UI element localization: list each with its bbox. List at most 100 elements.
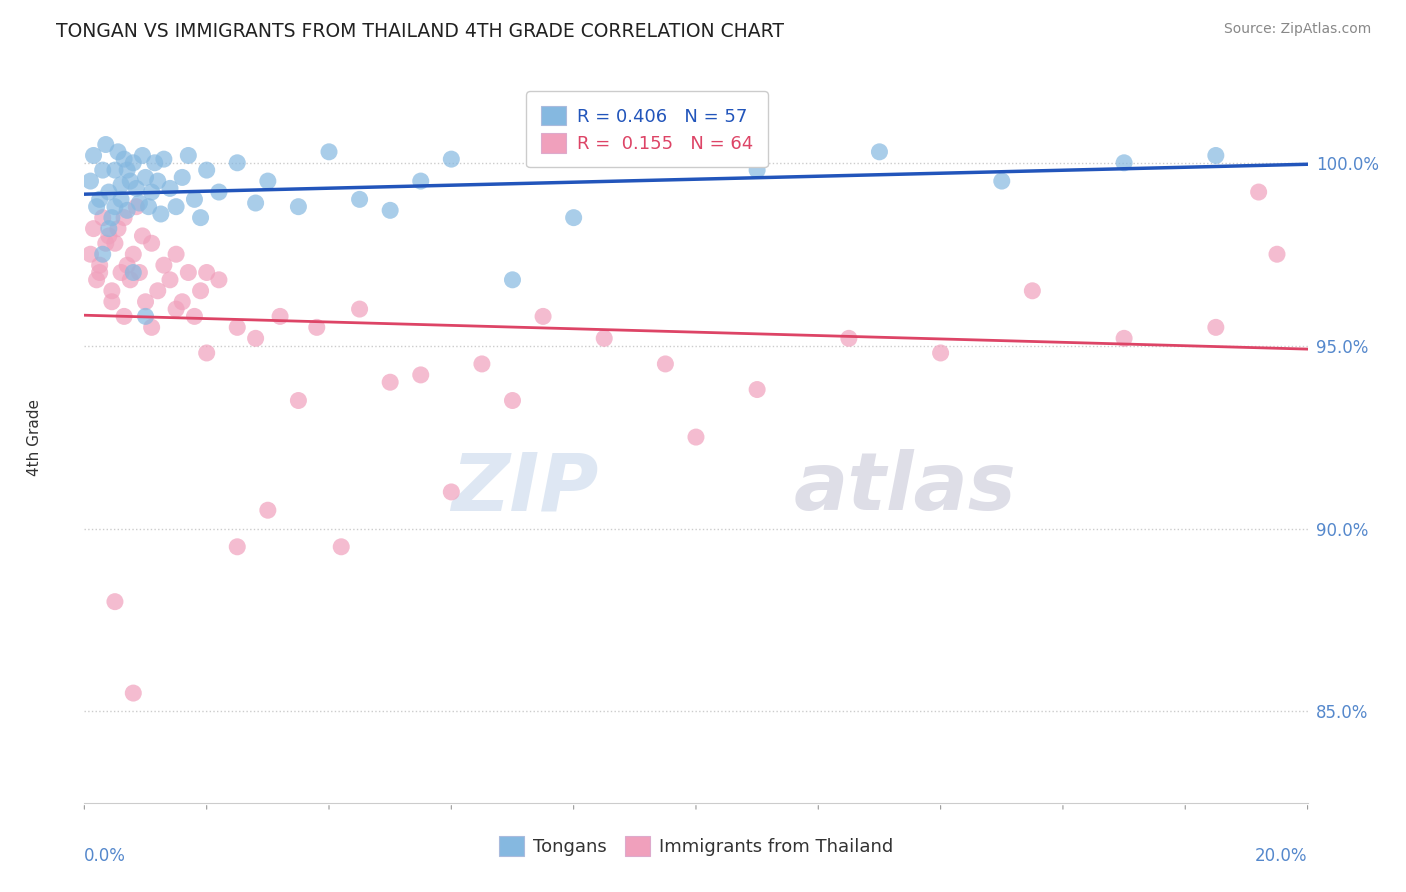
Point (146, 284, 169, 298)
Point (104, 594, 127, 608)
Point (115, 163, 138, 178)
Legend: Tongans, Immigrants from Thailand: Tongans, Immigrants from Thailand (492, 829, 900, 863)
Point (226, 540, 249, 554)
Point (122, 247, 145, 261)
Point (287, 393, 309, 408)
Point (89, 193, 111, 207)
Point (1265, 247, 1288, 261)
Point (104, 200, 127, 214)
Point (380, 376, 402, 390)
Point (159, 273, 181, 287)
Point (79, 247, 101, 261)
Point (131, 148, 153, 162)
Point (409, 368, 432, 382)
Text: 0.0%: 0.0% (84, 847, 127, 864)
Point (172, 170, 194, 185)
Point (97, 228, 120, 243)
Point (349, 193, 371, 207)
Point (131, 228, 153, 243)
Point (195, 346, 218, 360)
Point (94, 236, 117, 251)
Point (141, 236, 163, 251)
Point (101, 284, 124, 298)
Point (86, 273, 108, 287)
Point (115, 258, 138, 272)
Point (112, 152, 135, 166)
Point (138, 200, 160, 214)
Point (120, 273, 142, 287)
Text: 20.0%: 20.0% (1256, 847, 1308, 864)
Point (135, 294, 157, 309)
Point (190, 284, 212, 298)
Point (101, 211, 124, 225)
Point (94, 137, 117, 152)
Point (1114, 331, 1136, 345)
Point (245, 196, 267, 211)
Point (287, 200, 309, 214)
Point (330, 540, 353, 554)
Point (747, 163, 769, 178)
Point (1205, 320, 1227, 334)
Point (183, 310, 205, 324)
Point (195, 265, 218, 279)
Point (122, 155, 145, 169)
Point (502, 273, 524, 287)
Point (593, 331, 616, 345)
Point (107, 145, 129, 159)
Point (128, 265, 150, 279)
Point (172, 294, 194, 309)
Point (101, 294, 124, 309)
Text: TONGAN VS IMMIGRANTS FROM THAILAND 4TH GRADE CORRELATION CHART: TONGAN VS IMMIGRANTS FROM THAILAND 4TH G… (56, 22, 785, 41)
Point (502, 393, 524, 408)
Point (104, 236, 127, 251)
Point (122, 686, 145, 700)
Point (86, 200, 108, 214)
Point (115, 203, 138, 218)
Point (318, 145, 340, 159)
Point (440, 152, 463, 166)
Point (122, 265, 145, 279)
Point (120, 174, 142, 188)
Point (409, 174, 432, 188)
Point (112, 310, 135, 324)
Point (97, 185, 120, 199)
Point (97, 221, 120, 235)
Point (226, 320, 249, 334)
Point (380, 203, 402, 218)
Point (1114, 155, 1136, 169)
Point (143, 155, 166, 169)
Point (110, 265, 132, 279)
Point (1247, 185, 1270, 199)
Point (159, 181, 181, 195)
Point (1205, 148, 1227, 162)
Point (91, 247, 114, 261)
Point (257, 174, 280, 188)
Point (208, 273, 231, 287)
Point (195, 163, 218, 178)
Text: ZIP: ZIP (451, 450, 598, 527)
Text: atlas: atlas (794, 450, 1017, 527)
Point (531, 310, 554, 324)
Point (128, 196, 150, 211)
Point (107, 221, 129, 235)
Point (153, 152, 176, 166)
Point (141, 185, 163, 199)
Point (104, 163, 127, 178)
Point (165, 200, 187, 214)
Point (149, 207, 172, 221)
Point (929, 346, 952, 360)
Point (190, 211, 212, 225)
Point (440, 485, 463, 500)
Point (747, 383, 769, 397)
Point (991, 174, 1014, 188)
Point (257, 503, 280, 517)
Point (125, 181, 148, 195)
Point (1021, 284, 1043, 298)
Point (83, 148, 105, 162)
Point (79, 174, 101, 188)
Text: Source: ZipAtlas.com: Source: ZipAtlas.com (1223, 22, 1371, 37)
Point (153, 258, 176, 272)
Point (135, 170, 157, 185)
Point (110, 193, 132, 207)
Point (91, 211, 114, 225)
